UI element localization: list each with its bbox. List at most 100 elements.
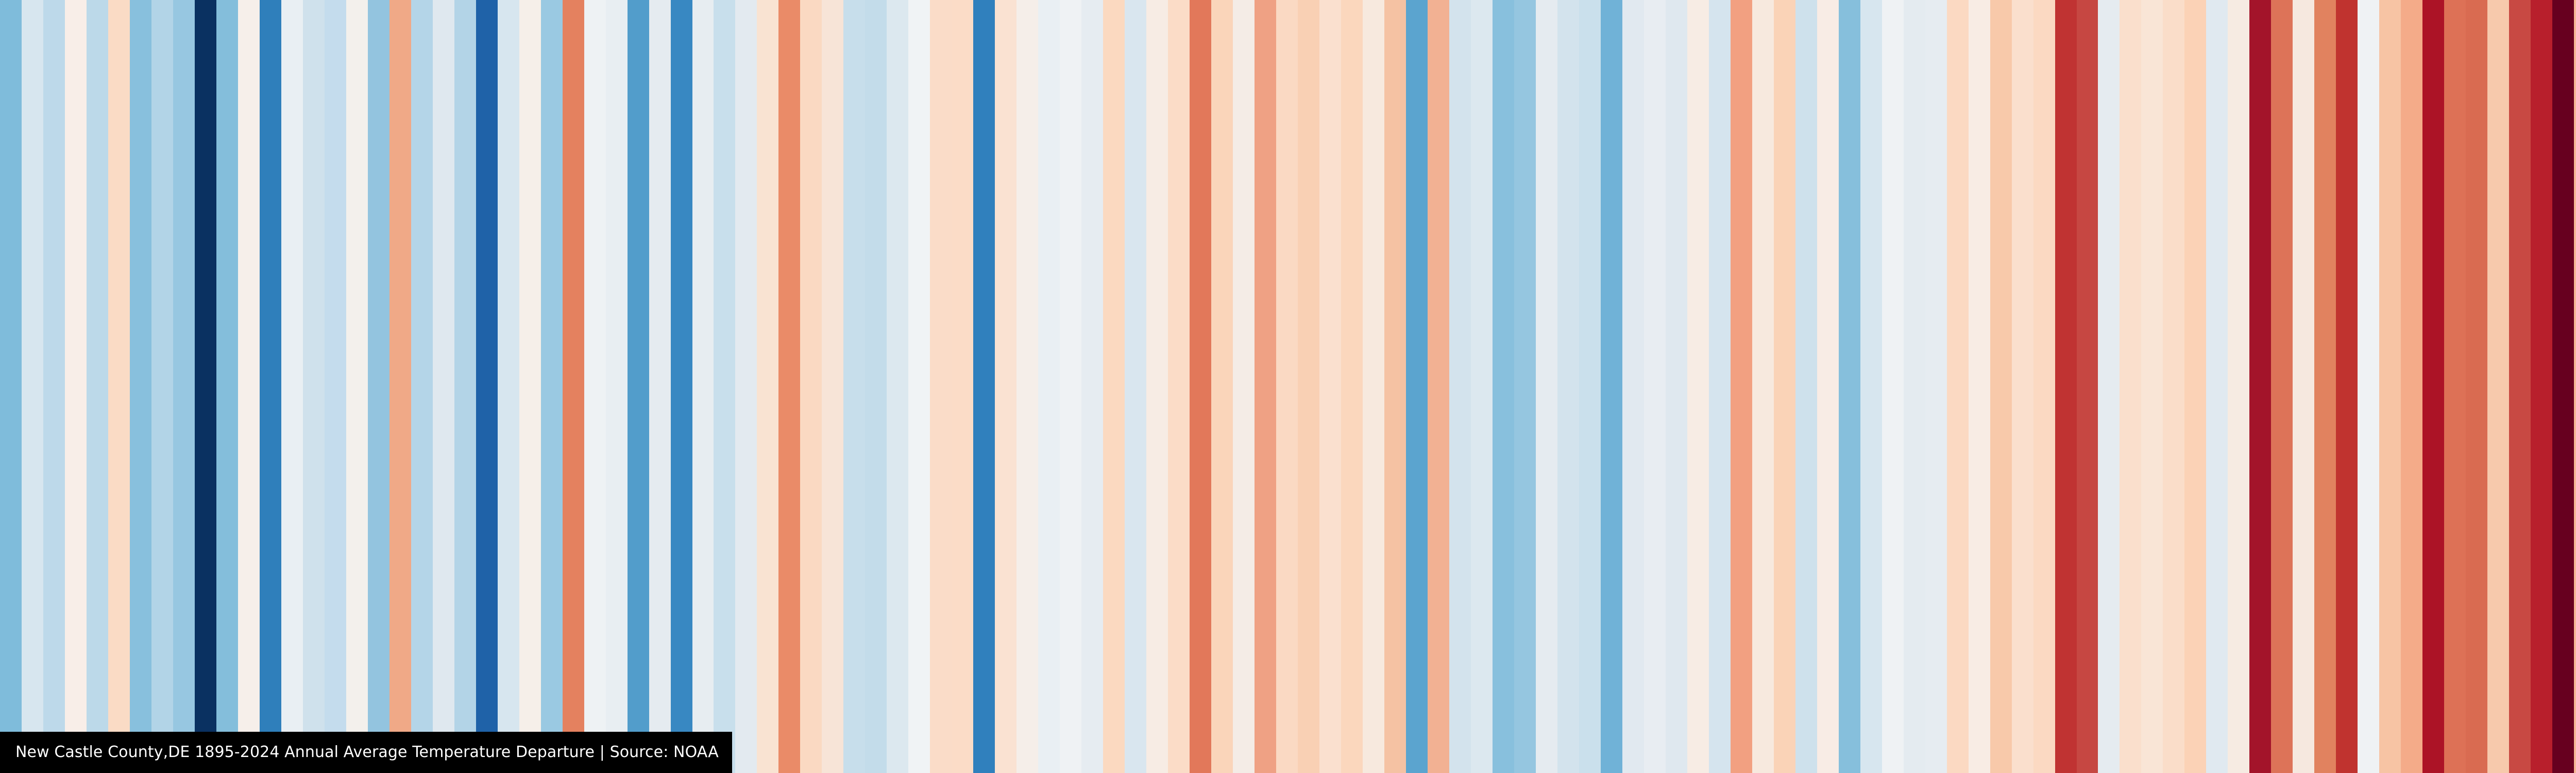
stripe-year-2013 xyxy=(2552,0,2574,773)
stripe-year-1976 xyxy=(1752,0,1774,773)
stripe-year-1905 xyxy=(216,0,238,773)
stripe-year-1896 xyxy=(21,0,43,773)
stripe-year-1958 xyxy=(1363,0,1384,773)
stripe-year-1974 xyxy=(1708,0,1731,773)
stripe-year-1984 xyxy=(1925,0,1947,773)
stripe-year-1897 xyxy=(43,0,65,773)
stripe-year-1911 xyxy=(346,0,368,773)
stripe-year-1917 xyxy=(476,0,498,773)
stripe-year-1978 xyxy=(1795,0,1817,773)
stripe-year-1924 xyxy=(627,0,649,773)
stripe-year-1992 xyxy=(2098,0,2120,773)
stripe-year-1967 xyxy=(1557,0,1579,773)
stripe-year-1919 xyxy=(519,0,541,773)
stripe-year-1965 xyxy=(1514,0,1536,773)
stripe-year-1957 xyxy=(1341,0,1363,773)
stripe-year-2012 xyxy=(2531,0,2553,773)
stripe-year-1942 xyxy=(1016,0,1039,773)
stripe-year-1916 xyxy=(454,0,476,773)
stripe-year-1988 xyxy=(2011,0,2033,773)
stripe-year-1927 xyxy=(692,0,714,773)
stripe-year-1899 xyxy=(86,0,108,773)
stripe-year-1931 xyxy=(778,0,801,773)
stripe-year-1909 xyxy=(302,0,325,773)
stripe-year-1993 xyxy=(2120,0,2142,773)
stripe-year-1991 xyxy=(2076,0,2098,773)
stripe-year-1933 xyxy=(822,0,844,773)
stripe-year-1947 xyxy=(1125,0,1147,773)
stripe-year-1907 xyxy=(259,0,281,773)
stripe-year-1904 xyxy=(194,0,216,773)
stripe-year-2002 xyxy=(2314,0,2336,773)
stripe-year-1915 xyxy=(432,0,454,773)
stripe-year-1961 xyxy=(1427,0,1449,773)
stripe-year-1937 xyxy=(908,0,930,773)
stripe-year-2004 xyxy=(2358,0,2380,773)
stripe-year-2011 xyxy=(2509,0,2531,773)
stripe-year-1910 xyxy=(324,0,346,773)
stripe-year-1935 xyxy=(865,0,887,773)
stripe-year-1945 xyxy=(1081,0,1104,773)
stripe-year-1950 xyxy=(1190,0,1212,773)
stripe-year-1963 xyxy=(1470,0,1493,773)
stripe-year-1939 xyxy=(952,0,974,773)
stripe-year-1983 xyxy=(1903,0,1925,773)
stripe-year-1980 xyxy=(1838,0,1860,773)
stripe-year-1921 xyxy=(562,0,584,773)
stripe-year-1923 xyxy=(605,0,628,773)
caption-label: New Castle County,DE 1895-2024 Annual Av… xyxy=(15,743,719,761)
stripe-year-1926 xyxy=(670,0,692,773)
stripe-year-2000 xyxy=(2271,0,2293,773)
stripe-year-1932 xyxy=(800,0,822,773)
stripe-year-1973 xyxy=(1687,0,1709,773)
stripe-year-1997 xyxy=(2206,0,2228,773)
stripe-year-1913 xyxy=(389,0,411,773)
stripe-year-1966 xyxy=(1535,0,1557,773)
stripe-year-1940 xyxy=(973,0,995,773)
stripe-year-1901 xyxy=(129,0,151,773)
stripe-year-1912 xyxy=(367,0,389,773)
stripe-year-1946 xyxy=(1103,0,1125,773)
stripe-year-1941 xyxy=(995,0,1017,773)
stripe-year-2010 xyxy=(2487,0,2510,773)
stripe-year-2003 xyxy=(2336,0,2358,773)
stripe-year-1995 xyxy=(2163,0,2185,773)
stripe-year-1944 xyxy=(1060,0,1082,773)
stripe-year-1955 xyxy=(1298,0,1320,773)
stripe-year-1971 xyxy=(1643,0,1666,773)
stripe-year-1954 xyxy=(1276,0,1298,773)
stripe-year-1902 xyxy=(151,0,173,773)
stripe-year-1920 xyxy=(540,0,563,773)
stripe-year-2014 xyxy=(2574,0,2576,773)
stripe-year-1981 xyxy=(1860,0,1882,773)
stripe-year-1959 xyxy=(1384,0,1406,773)
stripe-year-2008 xyxy=(2444,0,2466,773)
stripe-year-1948 xyxy=(1146,0,1168,773)
stripe-year-1906 xyxy=(238,0,260,773)
stripe-year-1972 xyxy=(1665,0,1687,773)
stripe-year-1956 xyxy=(1319,0,1342,773)
stripe-year-1987 xyxy=(1990,0,2012,773)
stripe-year-1943 xyxy=(1038,0,1060,773)
caption-banner: New Castle County,DE 1895-2024 Annual Av… xyxy=(0,732,732,773)
stripe-year-1994 xyxy=(2141,0,2163,773)
stripe-year-1925 xyxy=(649,0,671,773)
stripe-year-1986 xyxy=(1968,0,1990,773)
stripe-year-1977 xyxy=(1773,0,1795,773)
stripe-year-1938 xyxy=(930,0,952,773)
stripe-year-1979 xyxy=(1817,0,1839,773)
stripe-year-1982 xyxy=(1882,0,1904,773)
stripe-year-1990 xyxy=(2055,0,2077,773)
stripe-year-1952 xyxy=(1233,0,1255,773)
stripe-year-1969 xyxy=(1600,0,1622,773)
stripe-year-1929 xyxy=(735,0,757,773)
stripe-year-1989 xyxy=(2033,0,2055,773)
stripe-year-1970 xyxy=(1622,0,1644,773)
stripe-year-1985 xyxy=(1946,0,1969,773)
stripe-year-1962 xyxy=(1449,0,1471,773)
stripe-year-2006 xyxy=(2401,0,2423,773)
stripe-year-1903 xyxy=(173,0,195,773)
stripe-year-1975 xyxy=(1730,0,1752,773)
